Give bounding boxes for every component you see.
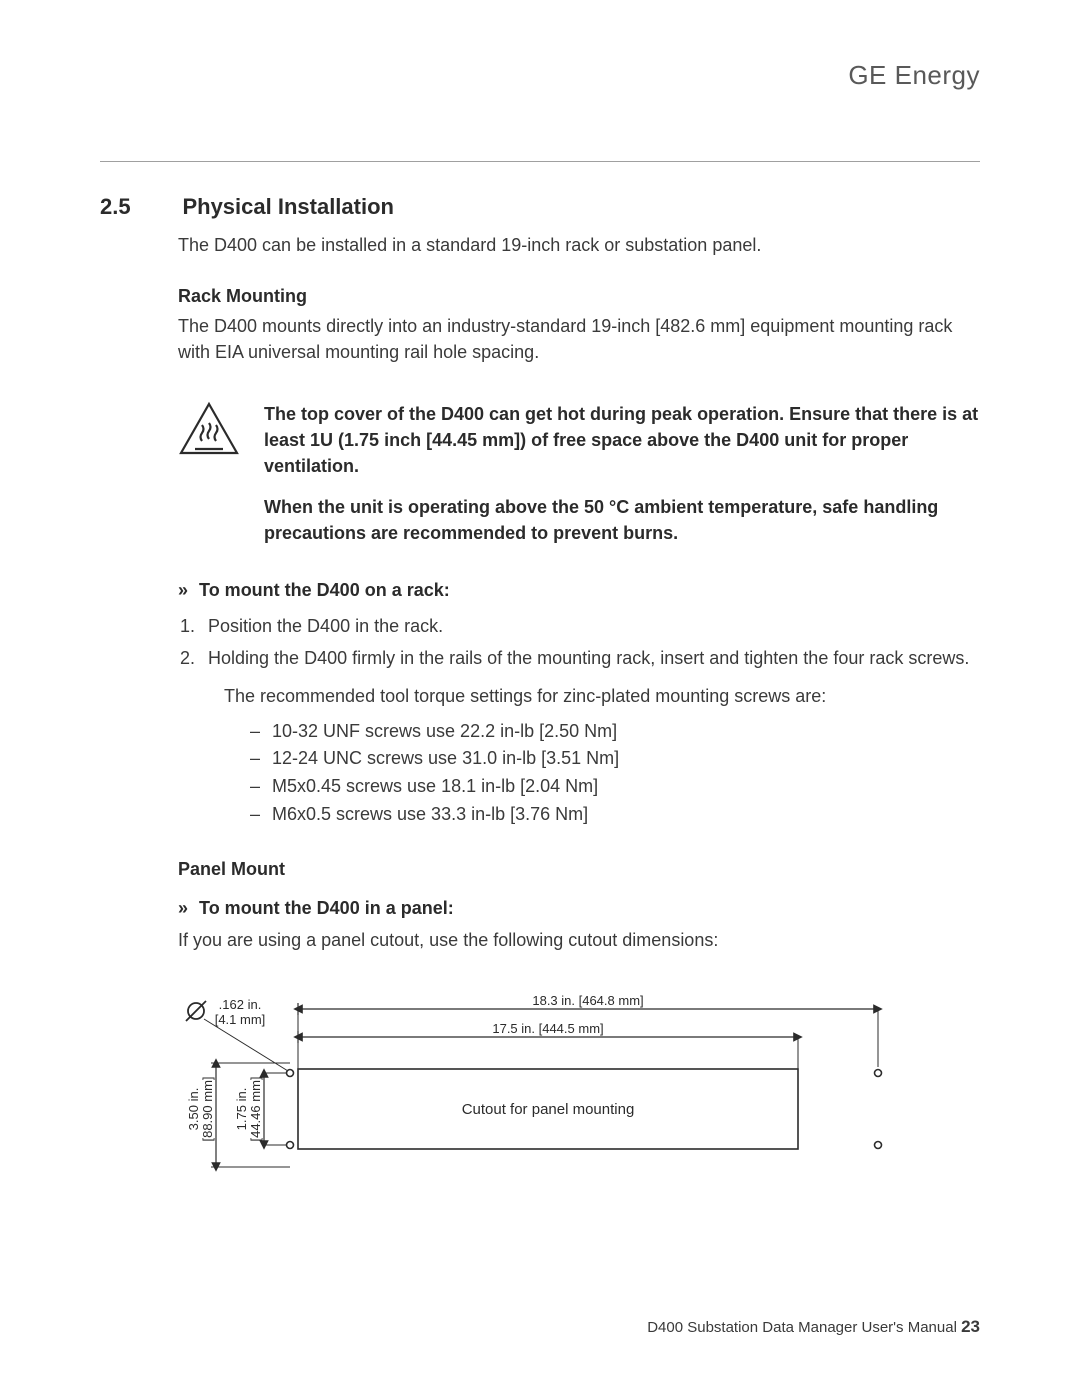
torque-item: –M6x0.5 screws use 33.3 in-lb [3.76 Nm]: [250, 801, 980, 829]
chevron-icon: »: [178, 898, 188, 918]
mount-panel-heading-text: To mount the D400 in a panel:: [199, 898, 454, 918]
footer-page-number: 23: [961, 1317, 980, 1336]
mount-panel-heading: » To mount the D400 in a panel:: [178, 898, 980, 919]
footer-doc-title: D400 Substation Data Manager User's Manu…: [647, 1319, 957, 1336]
torque-item: –10-32 UNF screws use 22.2 in-lb [2.50 N…: [250, 718, 980, 746]
mount-rack-heading-text: To mount the D400 on a rack:: [199, 580, 450, 600]
rack-mounting-heading: Rack Mounting: [178, 286, 980, 307]
svg-text:Cutout for panel mounting: Cutout for panel mounting: [462, 1101, 635, 1118]
svg-text:3.50 in.: 3.50 in.: [186, 1088, 201, 1131]
intro-paragraph: The D400 can be installed in a standard …: [178, 232, 980, 258]
torque-item: –M5x0.45 screws use 18.1 in-lb [2.04 Nm]: [250, 773, 980, 801]
torque-list: –10-32 UNF screws use 22.2 in-lb [2.50 N…: [250, 718, 980, 830]
step-1: Position the D400 in the rack.: [200, 613, 980, 641]
top-rule: [100, 161, 980, 162]
torque-item: –12-24 UNC screws use 31.0 in-lb [3.51 N…: [250, 745, 980, 773]
caution-block: The top cover of the D400 can get hot du…: [178, 401, 980, 545]
svg-text:[4.1 mm]: [4.1 mm]: [215, 1012, 266, 1027]
chevron-icon: »: [178, 580, 188, 600]
page-footer: D400 Substation Data Manager User's Manu…: [647, 1317, 980, 1337]
section-number: 2.5: [100, 194, 178, 220]
caution-text-2: When the unit is operating above the 50 …: [264, 494, 980, 546]
section-title: Physical Installation: [182, 194, 394, 220]
panel-text: If you are using a panel cutout, use the…: [178, 927, 980, 953]
brand-header: GE Energy: [100, 60, 980, 91]
section-heading-row: 2.5 Physical Installation: [100, 194, 980, 220]
svg-text:[44.46 mm]: [44.46 mm]: [248, 1077, 263, 1142]
svg-text:18.3 in. [464.8 mm]: 18.3 in. [464.8 mm]: [532, 993, 643, 1008]
rack-mounting-text: The D400 mounts directly into an industr…: [178, 313, 980, 365]
svg-text:1.75 in.: 1.75 in.: [234, 1088, 249, 1131]
step-2: Holding the D400 firmly in the rails of …: [200, 645, 980, 673]
svg-text:[88.90 mm]: [88.90 mm]: [200, 1077, 215, 1142]
hot-surface-icon: [178, 401, 240, 545]
panel-mount-heading: Panel Mount: [178, 859, 980, 880]
caution-text-1: The top cover of the D400 can get hot du…: [264, 401, 980, 479]
mount-rack-heading: » To mount the D400 on a rack:: [178, 580, 980, 601]
svg-text:.162 in.: .162 in.: [219, 997, 262, 1012]
svg-text:17.5 in. [444.5 mm]: 17.5 in. [444.5 mm]: [492, 1021, 603, 1036]
cutout-diagram: Cutout for panel mounting 18.3 in. [464.8…: [178, 989, 980, 1189]
torque-intro: The recommended tool torque settings for…: [224, 683, 980, 710]
mount-rack-steps: Position the D400 in the rack. Holding t…: [200, 613, 980, 673]
